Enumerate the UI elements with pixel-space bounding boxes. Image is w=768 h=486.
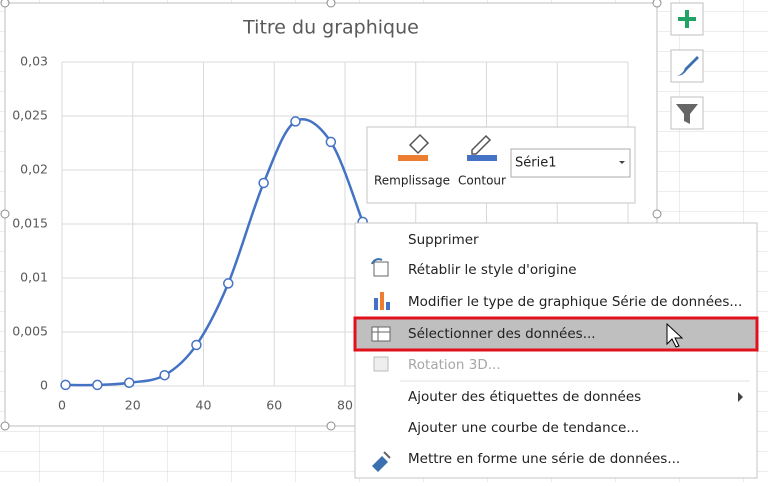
x-tick-label: 20 (125, 398, 141, 413)
chart-buttons[interactable] (670, 2, 704, 130)
format-toolbar: Remplissage Contour Série1 (366, 126, 636, 204)
chart-title: Titre du graphique (242, 17, 419, 39)
x-tick-label: 80 (337, 398, 353, 413)
data-point[interactable] (60, 379, 71, 391)
data-point[interactable] (191, 339, 202, 351)
highlight-border (353, 316, 759, 352)
y-tick-label: 0,02 (20, 162, 48, 177)
menu-item[interactable]: Sélectionner des données... (408, 326, 596, 342)
menu-item[interactable]: Modifier le type de graphique Série de d… (408, 294, 742, 310)
data-point[interactable] (123, 377, 135, 389)
fill-color[interactable] (398, 155, 428, 161)
y-tick-label: 0,025 (12, 108, 48, 123)
menu-item: Rotation 3D... (408, 357, 501, 373)
fill-icon[interactable] (408, 133, 430, 155)
x-tick-label: 60 (266, 398, 282, 413)
series-line[interactable] (65, 118, 364, 387)
menu-item[interactable]: Supprimer (408, 232, 479, 248)
menu-item[interactable]: Mettre en forme une série de données... (408, 451, 680, 467)
data-point[interactable] (258, 177, 269, 189)
menu-icons (371, 258, 391, 472)
y-tick-label: 0,03 (20, 54, 48, 69)
mouse-cursor (666, 322, 684, 348)
data-point[interactable] (92, 379, 103, 391)
data-point[interactable] (290, 116, 301, 127)
y-tick-label: 0,015 (12, 216, 48, 231)
x-tick-label: 0 (58, 398, 66, 413)
menu-highlight (355, 318, 757, 350)
fill-button[interactable]: Remplissage (374, 174, 450, 188)
outline-color[interactable] (467, 155, 497, 161)
y-tick-label: 0,01 (20, 270, 48, 285)
series-selector-text[interactable]: Série1 (515, 156, 556, 171)
y-tick-label: 0,005 (12, 324, 48, 339)
menu-item[interactable]: Ajouter une courbe de tendance... (408, 420, 639, 436)
data-point[interactable] (159, 369, 170, 381)
menu-item[interactable]: Ajouter des étiquettes de données (408, 389, 641, 405)
series-selector[interactable] (510, 148, 631, 178)
selection-handles[interactable] (0, 0, 662, 431)
outline-button[interactable]: Contour (458, 174, 506, 188)
outline-icon[interactable] (471, 134, 492, 155)
menu-item[interactable]: Rétablir le style d'origine (408, 262, 577, 278)
data-point[interactable] (223, 278, 234, 289)
context-menu: Supprimer Rétablir le style d'origine Modi… (353, 222, 759, 479)
x-tick-label: 40 (196, 398, 212, 413)
y-tick-label: 0 (40, 378, 48, 393)
data-point[interactable] (325, 136, 337, 148)
